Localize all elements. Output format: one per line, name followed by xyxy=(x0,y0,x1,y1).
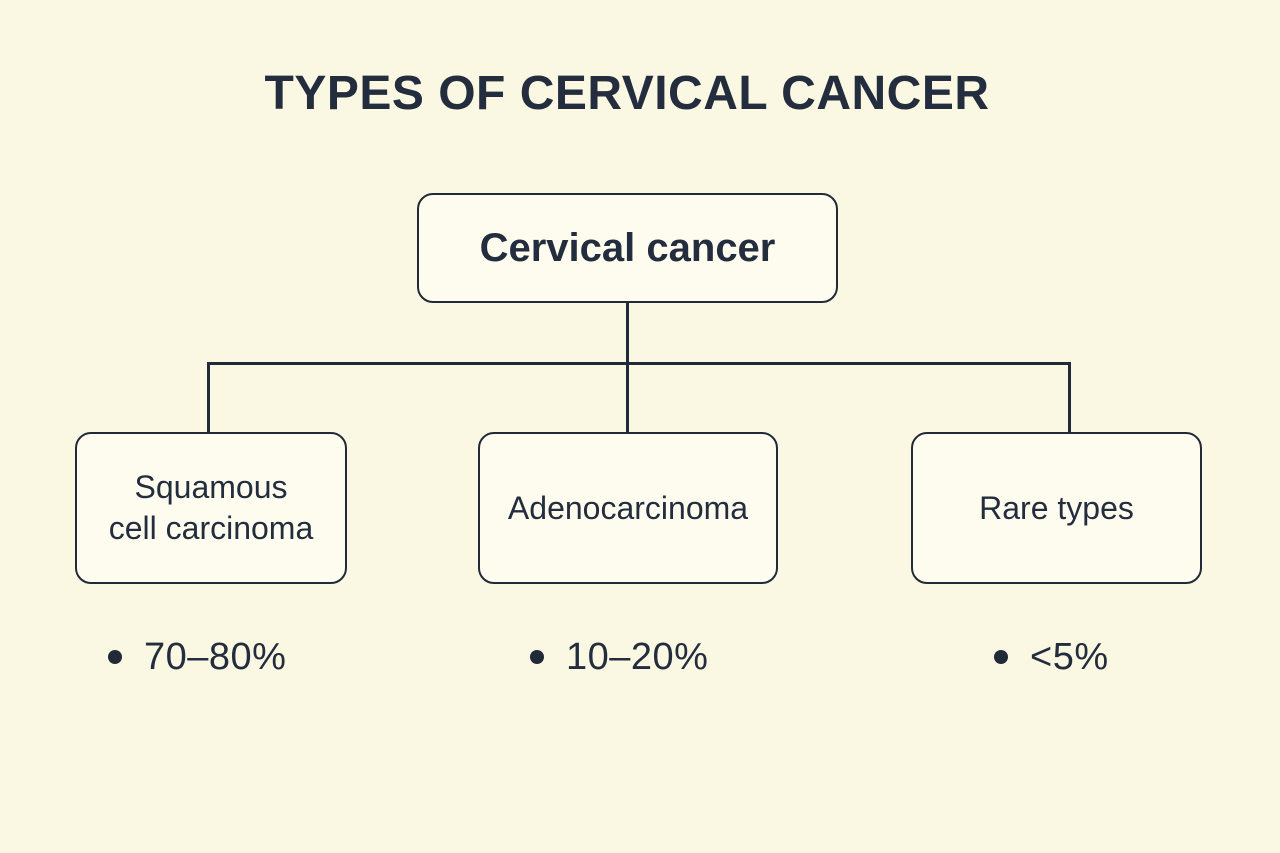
bullet-icon xyxy=(530,650,544,664)
page-title: TYPES OF CERVICAL CANCER xyxy=(264,67,990,120)
node-squamous-cell-carcinoma-label: Squamous cell carcinoma xyxy=(108,469,314,546)
node-adenocarcinoma-label: Adenocarcinoma xyxy=(507,489,749,526)
connector-drop-right xyxy=(1068,364,1071,432)
node-cervical-cancer-label: Cervical cancer xyxy=(479,225,776,270)
connector-drop-left xyxy=(207,364,210,432)
stat-item-adenocarcinoma: 10–20% xyxy=(530,634,708,680)
node-adenocarcinoma: Adenocarcinoma xyxy=(478,432,778,584)
node-cervical-cancer: Cervical cancer xyxy=(417,193,838,303)
bullet-icon xyxy=(994,650,1008,664)
stat-value-squamous: 70–80% xyxy=(144,635,287,678)
connector-rail xyxy=(207,362,1071,365)
node-rare-types: Rare types xyxy=(911,432,1202,584)
node-rare-types-label: Rare types xyxy=(979,489,1134,526)
stat-item-rare-types: <5% xyxy=(994,634,1109,680)
stat-value-rare-types: <5% xyxy=(1030,635,1109,678)
stat-value-adenocarcinoma: 10–20% xyxy=(566,635,709,678)
node-squamous-cell-carcinoma: Squamous cell carcinoma xyxy=(75,432,347,584)
stat-item-squamous: 70–80% xyxy=(108,634,286,680)
connector-drop-center xyxy=(626,364,629,432)
connector-root-down xyxy=(626,302,629,364)
bullet-icon xyxy=(108,650,122,664)
